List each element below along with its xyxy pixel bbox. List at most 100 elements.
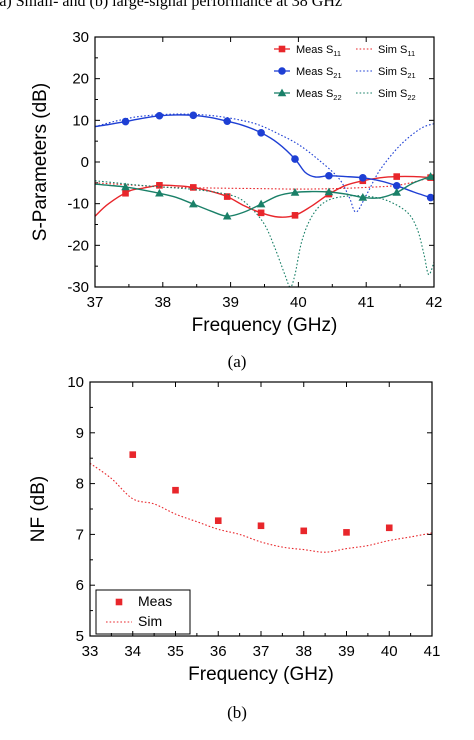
- legend-label: Meas: [138, 593, 172, 609]
- legend-item: Meas: [115, 593, 172, 609]
- legend-swatch-marker: [278, 67, 286, 75]
- legend-label: Sim S11: [378, 44, 415, 58]
- x-tick-label: 35: [167, 643, 184, 660]
- legend: Meas S11 Sim S11 Meas S21 Sim S21 Meas S22 Si…: [274, 44, 416, 102]
- x-tick-label: 40: [290, 294, 307, 311]
- legend-label-subscript: 11: [333, 49, 341, 58]
- series-meas-s22-point: [222, 211, 232, 220]
- series-meas-s11-point: [156, 182, 163, 189]
- series-meas-point: [257, 522, 265, 530]
- series-meas-point: [129, 451, 137, 458]
- series-meas-s22-point: [290, 188, 300, 196]
- series-meas-point: [385, 524, 393, 532]
- y-tick-label: 30: [72, 29, 89, 46]
- series-meas-s22-point: [426, 172, 434, 180]
- legend-item: Meas S21: [274, 66, 342, 80]
- series-meas-s11-point: [257, 209, 265, 217]
- chart-noise-figure: 33 34 35 36 37 38 39 40 41 5 6 7 8 9 10 Frequency (GHz)…: [28, 374, 440, 685]
- series-meas-s22-point: [324, 187, 334, 196]
- series-sim-s22: [95, 180, 434, 287]
- series-meas-s21-point: [325, 171, 333, 180]
- x-tick-label: 36: [210, 643, 227, 660]
- legend-label: Sim S22: [378, 88, 416, 102]
- x-tick-label: 39: [222, 294, 239, 311]
- series-meas-s21-line: [95, 114, 434, 200]
- series-sim-s21-line: [95, 113, 434, 213]
- series-meas-s22-point: [358, 193, 368, 201]
- series-sim-line: [90, 462, 432, 553]
- series-meas-s21-point: [426, 193, 434, 202]
- series-meas-point: [172, 486, 179, 494]
- series-meas: [129, 451, 393, 536]
- plot-area: [95, 111, 434, 287]
- y-tick-label: -20: [67, 237, 89, 254]
- legend-item: Sim: [106, 613, 162, 629]
- series-meas-s21-point: [392, 181, 401, 190]
- x-axis-title: Frequency (GHz): [192, 315, 338, 336]
- legend-label: Sim: [138, 613, 162, 629]
- series-meas-s22-point: [155, 188, 164, 197]
- y-axis-title: S-Parameters (dB): [30, 83, 51, 241]
- legend-label-subscript: 22: [333, 93, 341, 102]
- figure-header-text: (a) Small- and (b) large-signal performa…: [0, 0, 343, 10]
- y-tick-label: 0: [81, 154, 89, 171]
- x-tick-label: 34: [124, 643, 141, 660]
- series-meas-s11-point: [223, 193, 231, 200]
- legend-swatch-marker: [278, 45, 286, 53]
- series-meas-s11-point: [122, 189, 129, 197]
- series-meas-s21-point: [155, 111, 164, 120]
- y-axis-title: NF (dB): [28, 476, 49, 543]
- y-tick-label: 7: [76, 526, 84, 543]
- legend-label: Meas S22: [296, 88, 342, 102]
- legend-label: Sim S21: [378, 66, 416, 80]
- legend: Meas Sim: [95, 589, 191, 635]
- y-tick-label: 9: [76, 425, 84, 442]
- plot-area: [90, 451, 432, 553]
- legend-label: Meas S11: [296, 44, 341, 58]
- legend-label: Meas S21: [296, 66, 342, 80]
- series-meas-s11: [95, 173, 434, 219]
- legend-label-subscript: 21: [407, 71, 415, 80]
- series-meas-s11-point: [393, 173, 401, 180]
- panel-b-caption: (b): [227, 703, 247, 722]
- series-meas-point: [300, 527, 308, 535]
- figure-header: (a) Small- and (b) large-signal performa…: [0, 0, 474, 18]
- series-meas-s22-point: [392, 188, 402, 196]
- series-meas-s22: [95, 172, 434, 220]
- y-tick-label: 8: [76, 476, 84, 493]
- series-meas-s21-point: [223, 117, 232, 125]
- legend-label-subscript: 21: [333, 71, 341, 80]
- legend-item: Meas S11: [274, 44, 341, 58]
- series-meas-s22-point: [189, 199, 198, 208]
- series-meas-s22-point: [121, 182, 130, 191]
- x-tick-label: 42: [426, 294, 443, 311]
- legend-item: Sim S22: [356, 88, 416, 102]
- y-tick-label: 20: [72, 71, 89, 88]
- y-tick-label: 10: [72, 112, 89, 129]
- series-meas-s21-point: [291, 155, 299, 163]
- series-meas-s22-point: [256, 199, 266, 208]
- series-meas-s11-point: [291, 212, 299, 219]
- panel-a-caption: (a): [227, 352, 247, 371]
- series-meas-point: [343, 529, 350, 536]
- x-tick-label: 38: [295, 643, 312, 660]
- series-meas-s21-point: [359, 174, 367, 182]
- x-tick-label: 39: [338, 643, 355, 660]
- legend-box: [95, 589, 191, 635]
- x-tick-label: 38: [154, 294, 171, 311]
- plot-frame: [94, 36, 435, 288]
- series-meas-s21-point: [257, 129, 265, 137]
- legend-item: Meas S22: [274, 88, 342, 102]
- x-tick-label: 37: [253, 643, 270, 660]
- y-tick-label: -10: [67, 196, 89, 213]
- series-sim-s21: [95, 113, 434, 213]
- plot-frame: [89, 381, 433, 637]
- legend-swatch-marker: [115, 598, 123, 606]
- legend-label-subscript: 11: [407, 49, 415, 58]
- y-tick-label: 5: [76, 628, 84, 645]
- series-meas-s21: [95, 111, 434, 202]
- legend-label-subscript: 22: [407, 93, 415, 102]
- series-sim-s22-line: [95, 180, 434, 287]
- x-tick-label: 41: [358, 294, 375, 311]
- legend-item: Sim S11: [356, 44, 415, 58]
